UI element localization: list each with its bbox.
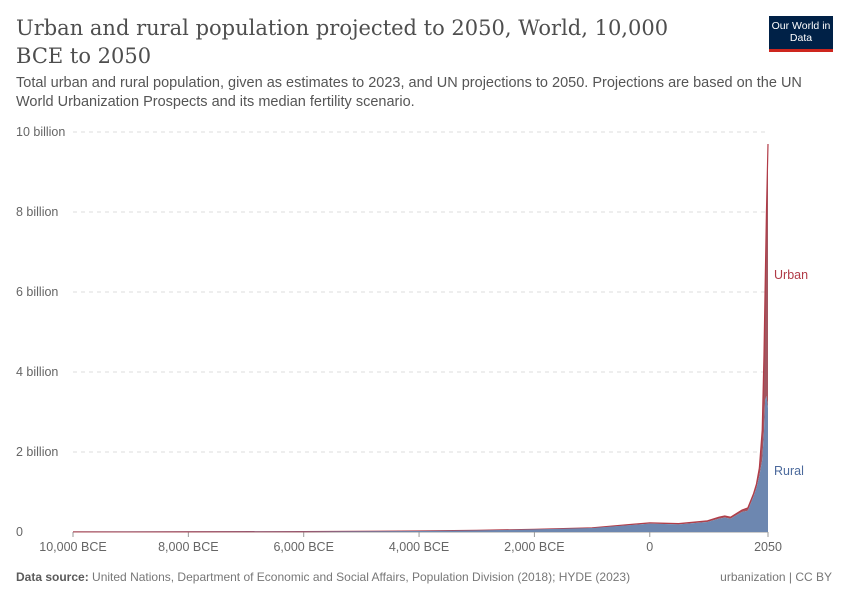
owid-logo[interactable]: Our World in Data: [769, 16, 833, 52]
urban-line: [72, 143, 769, 533]
x-tick-label: 2050: [754, 540, 782, 554]
urban-area: [73, 144, 768, 532]
y-tick-label: 0: [16, 525, 23, 539]
license[interactable]: urbanization | CC BY: [720, 570, 832, 584]
rural-area: [73, 396, 768, 532]
x-tick-label: 0: [646, 540, 653, 554]
y-tick-label: 8 billion: [16, 205, 58, 219]
legend-rural: Rural: [774, 464, 804, 478]
y-tick-label: 6 billion: [16, 285, 58, 299]
y-tick-label: 4 billion: [16, 365, 58, 379]
x-tick-label: 10,000 BCE: [39, 540, 106, 554]
x-tick-label: 8,000 BCE: [158, 540, 218, 554]
y-tick-label: 2 billion: [16, 445, 58, 459]
x-tick-label: 4,000 BCE: [389, 540, 449, 554]
chart-subtitle: Total urban and rural population, given …: [16, 75, 802, 110]
source-text: United Nations, Department of Economic a…: [92, 570, 631, 584]
chart: 0 2 billion 4 billion 6 billion 8 billion 10 …: [16, 125, 808, 554]
data-source: Data source: United Nations, Department …: [16, 570, 630, 584]
x-tick-label: 2,000 BCE: [504, 540, 564, 554]
legend-urban: Urban: [774, 268, 808, 282]
y-tick-label: 10 billion: [16, 125, 65, 139]
x-tick-label: 6,000 BCE: [273, 540, 333, 554]
source-label: Data source:: [16, 570, 89, 584]
chart-title: Urban and rural population projected to …: [16, 16, 669, 68]
